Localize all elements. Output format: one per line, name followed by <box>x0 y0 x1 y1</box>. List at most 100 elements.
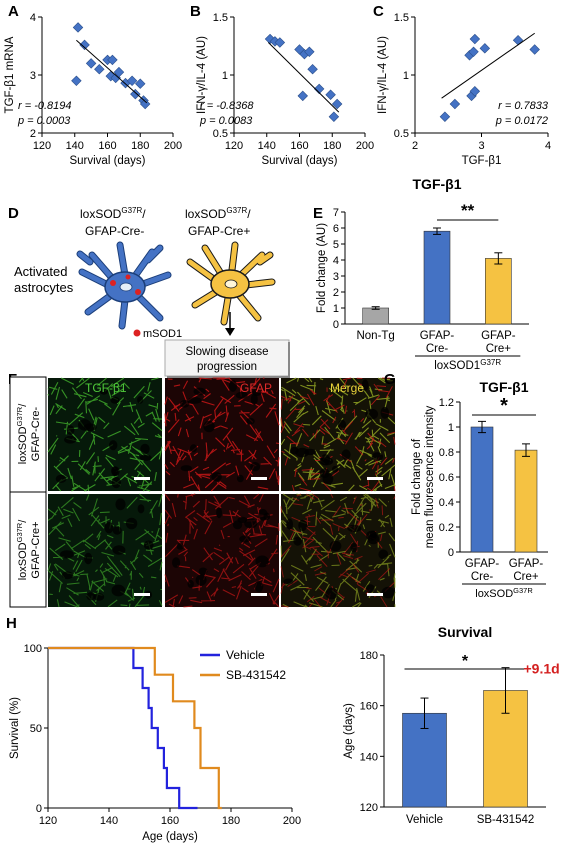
group-label: loxSOD1G37R <box>434 358 501 372</box>
x-tick-label: 2 <box>412 140 418 152</box>
cell-body <box>254 580 264 593</box>
row-label-cre-minus: loxSODG37R/ GFAP-Cre- <box>15 403 42 465</box>
survival-curve-chart: 120 140 160 180 200 0 50 100 Age (days) Survival … <box>9 643 301 843</box>
x-axis-label: Survival (days) <box>261 155 337 167</box>
cell-body <box>86 592 96 601</box>
y-tick-label: 1 <box>448 422 454 434</box>
y-axis-label: Age (days) <box>343 703 355 759</box>
cell-body <box>246 417 255 425</box>
y-tick-label: 0 <box>448 547 454 559</box>
y-tick-label: 6 <box>333 223 339 235</box>
p-value: p = 0.0172 <box>495 115 548 127</box>
activated-label-1: Activated <box>14 264 67 279</box>
fiber-texture <box>280 377 396 492</box>
category-label: Non-Tg <box>356 330 394 342</box>
p-value: p = 0.0083 <box>199 115 253 127</box>
y-tick-label: 160 <box>360 701 378 713</box>
survival-curve-sb431542 <box>48 646 222 810</box>
y-tick-label: 0.4 <box>439 497 454 509</box>
data-point <box>130 88 141 100</box>
y-axis-label-line1: Fold change of <box>411 438 423 515</box>
trend-line <box>268 42 340 113</box>
cell-body <box>193 387 206 396</box>
cell-body <box>198 567 208 576</box>
category-label: Cre- <box>426 343 449 355</box>
x-tick-label: 4 <box>545 140 551 152</box>
x-tick-label: 120 <box>39 815 57 827</box>
cell-body <box>195 574 207 586</box>
survival-bar-chart: 120 140 160 180 Survival Vehicle SB-431542 Age … <box>343 624 560 826</box>
x-tick-label: 140 <box>66 140 84 152</box>
x-tick-label: 160 <box>290 140 308 152</box>
bar <box>514 449 538 553</box>
fiber-texture <box>164 377 280 492</box>
y-tick-label: 1 <box>333 303 339 315</box>
y-tick-label: 120 <box>360 802 378 814</box>
panel-label-e: E <box>313 205 323 222</box>
x-axis-label: TGF-β1 <box>462 155 502 167</box>
survival-gain-annotation: +9.1d <box>524 661 560 677</box>
y-axis-label: IFN-γ/IL-4 (AU) <box>196 36 208 114</box>
svg-text:loxSODG37R/: loxSODG37R/ <box>15 403 29 465</box>
scatter-chart-b: 120 140 160 180 200 0.5 1 1.5 Survival (days) IFN… <box>196 12 374 167</box>
significance-marker: ** <box>461 201 475 220</box>
cell-body <box>250 462 261 472</box>
cell-body <box>361 379 369 391</box>
data-point <box>325 89 336 100</box>
chart-title: Survival <box>438 624 492 640</box>
scale-bar <box>367 593 383 596</box>
cell-body <box>329 540 342 552</box>
y-axis-label-line2: mean fluorescence intensity <box>424 405 436 548</box>
data-point <box>113 66 125 78</box>
astrocyte-yellow-icon <box>186 241 276 326</box>
y-tick-label: 0 <box>333 319 339 331</box>
x-tick-label: 160 <box>98 140 116 152</box>
y-tick-label: 4 <box>30 12 36 24</box>
y-tick-label: 2 <box>333 287 339 299</box>
x-tick-label: 120 <box>33 140 51 152</box>
bar <box>470 426 494 553</box>
cell-body <box>365 408 379 420</box>
y-tick-label: 1 <box>222 70 228 82</box>
y-tick-label: 3 <box>333 271 339 283</box>
x-tick-label: 200 <box>356 140 374 152</box>
group-label: loxSODG37R <box>475 586 533 600</box>
cell-body <box>187 397 202 404</box>
data-point <box>72 22 84 33</box>
y-tick-label: 180 <box>360 650 378 662</box>
category-label: SB-431542 <box>477 814 535 826</box>
data-point <box>71 75 82 87</box>
data-point <box>529 44 540 55</box>
cell-body <box>341 449 351 460</box>
x-tick-label: 180 <box>222 815 240 827</box>
scale-bar <box>251 477 267 480</box>
scale-bar <box>134 477 150 480</box>
cell-body <box>203 420 215 433</box>
channel-label-tgf: TGF-β1 <box>85 381 127 395</box>
cell-body <box>380 406 390 419</box>
cell-body <box>319 457 334 466</box>
cell-body <box>337 419 347 431</box>
x-tick-label: 120 <box>225 140 243 152</box>
cell-body <box>319 468 330 479</box>
data-point <box>94 63 105 75</box>
fiber-texture-red <box>280 377 396 492</box>
bar <box>362 307 389 325</box>
significance-marker: * <box>462 653 469 670</box>
r-value: r = -0.8368 <box>200 100 254 112</box>
cell-body <box>347 524 362 533</box>
y-tick-label: 2 <box>30 128 36 140</box>
panel-label-c: C <box>373 3 384 20</box>
category-label: Cre- <box>471 571 494 583</box>
channel-label-merge: Merge <box>330 381 364 395</box>
y-tick-label: 0.5 <box>213 128 228 140</box>
category-label: Cre+ <box>486 343 512 355</box>
x-axis-label: Survival (days) <box>69 155 145 167</box>
cell-body <box>235 391 248 399</box>
scale-bar <box>251 593 267 596</box>
cell-body <box>255 555 269 568</box>
y-tick-label: 1.2 <box>439 397 454 409</box>
outcome-line-1: Slowing disease <box>185 346 268 358</box>
msod1-dot-icon <box>133 329 141 337</box>
